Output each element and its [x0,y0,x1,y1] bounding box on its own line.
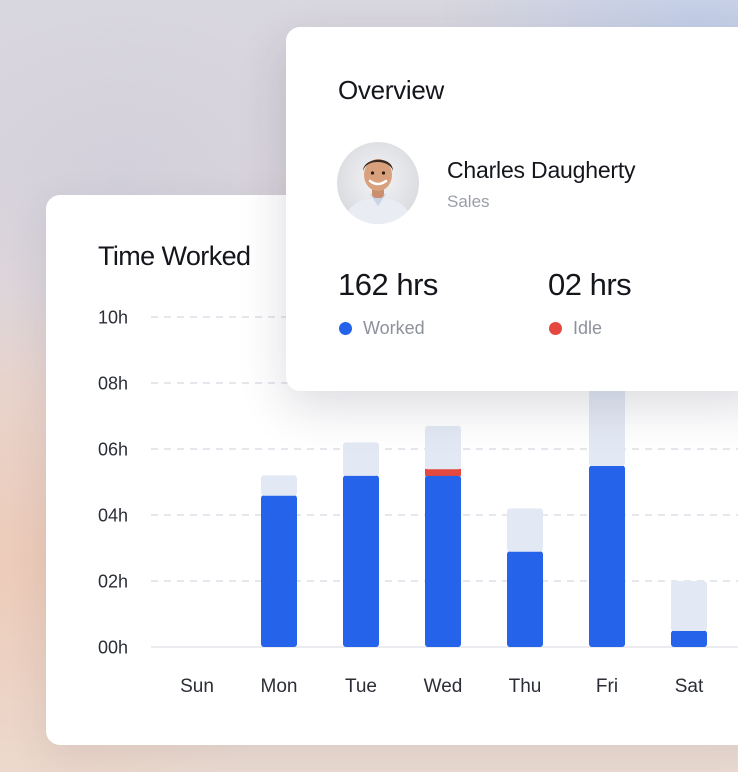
y-tick-label: 08h [98,374,128,394]
idle-hours-value: 02 hrs [548,267,632,302]
user-role: Sales [447,192,490,211]
y-tick-label: 06h [98,440,128,460]
x-tick-label: Fri [596,676,618,697]
remaining-bar-wed [425,425,461,470]
y-tick-label: 02h [98,572,128,592]
x-tick-label: Thu [509,676,542,697]
worked-bar-fri [589,465,625,647]
worked-legend-dot [339,322,352,335]
avatar [337,142,419,224]
x-tick-label: Sun [180,676,214,697]
y-tick-label: 00h [98,638,128,658]
y-tick-label: 04h [98,506,128,526]
remaining-bar-mon [261,475,297,496]
idle-legend-dot [549,322,562,335]
worked-bar-sat [671,630,707,647]
worked-bar-mon [261,495,297,647]
time-worked-chart: 00h 02h 04h 06h 08h 10h Sun Mon Tue Wed Thu Fri Sat [98,308,738,697]
remaining-bar-fri [589,383,625,466]
time-worked-title: Time Worked [98,241,251,271]
user-name: Charles Daugherty [447,157,636,183]
worked-bar-tue [343,475,379,647]
user-photo-icon [343,159,413,224]
idle-bar-wed [425,468,461,476]
x-tick-label: Wed [424,676,463,697]
idle-label: Idle [573,318,603,338]
x-tick-label: Mon [261,676,298,697]
overview-card: Overview Charles Daugherty Sales 162 hrs… [286,27,738,391]
y-tick-label: 10h [98,308,128,328]
x-tick-label: Sat [675,676,704,697]
worked-label: Worked [363,318,425,338]
x-tick-label: Tue [345,676,377,697]
remaining-bar-thu [507,508,543,552]
worked-hours-value: 162 hrs [338,267,438,302]
worked-bar-thu [507,551,543,647]
remaining-bar-sat [671,581,707,631]
remaining-bar-tue [343,442,379,476]
worked-bar-wed [425,475,461,647]
overview-title: Overview [338,75,444,105]
